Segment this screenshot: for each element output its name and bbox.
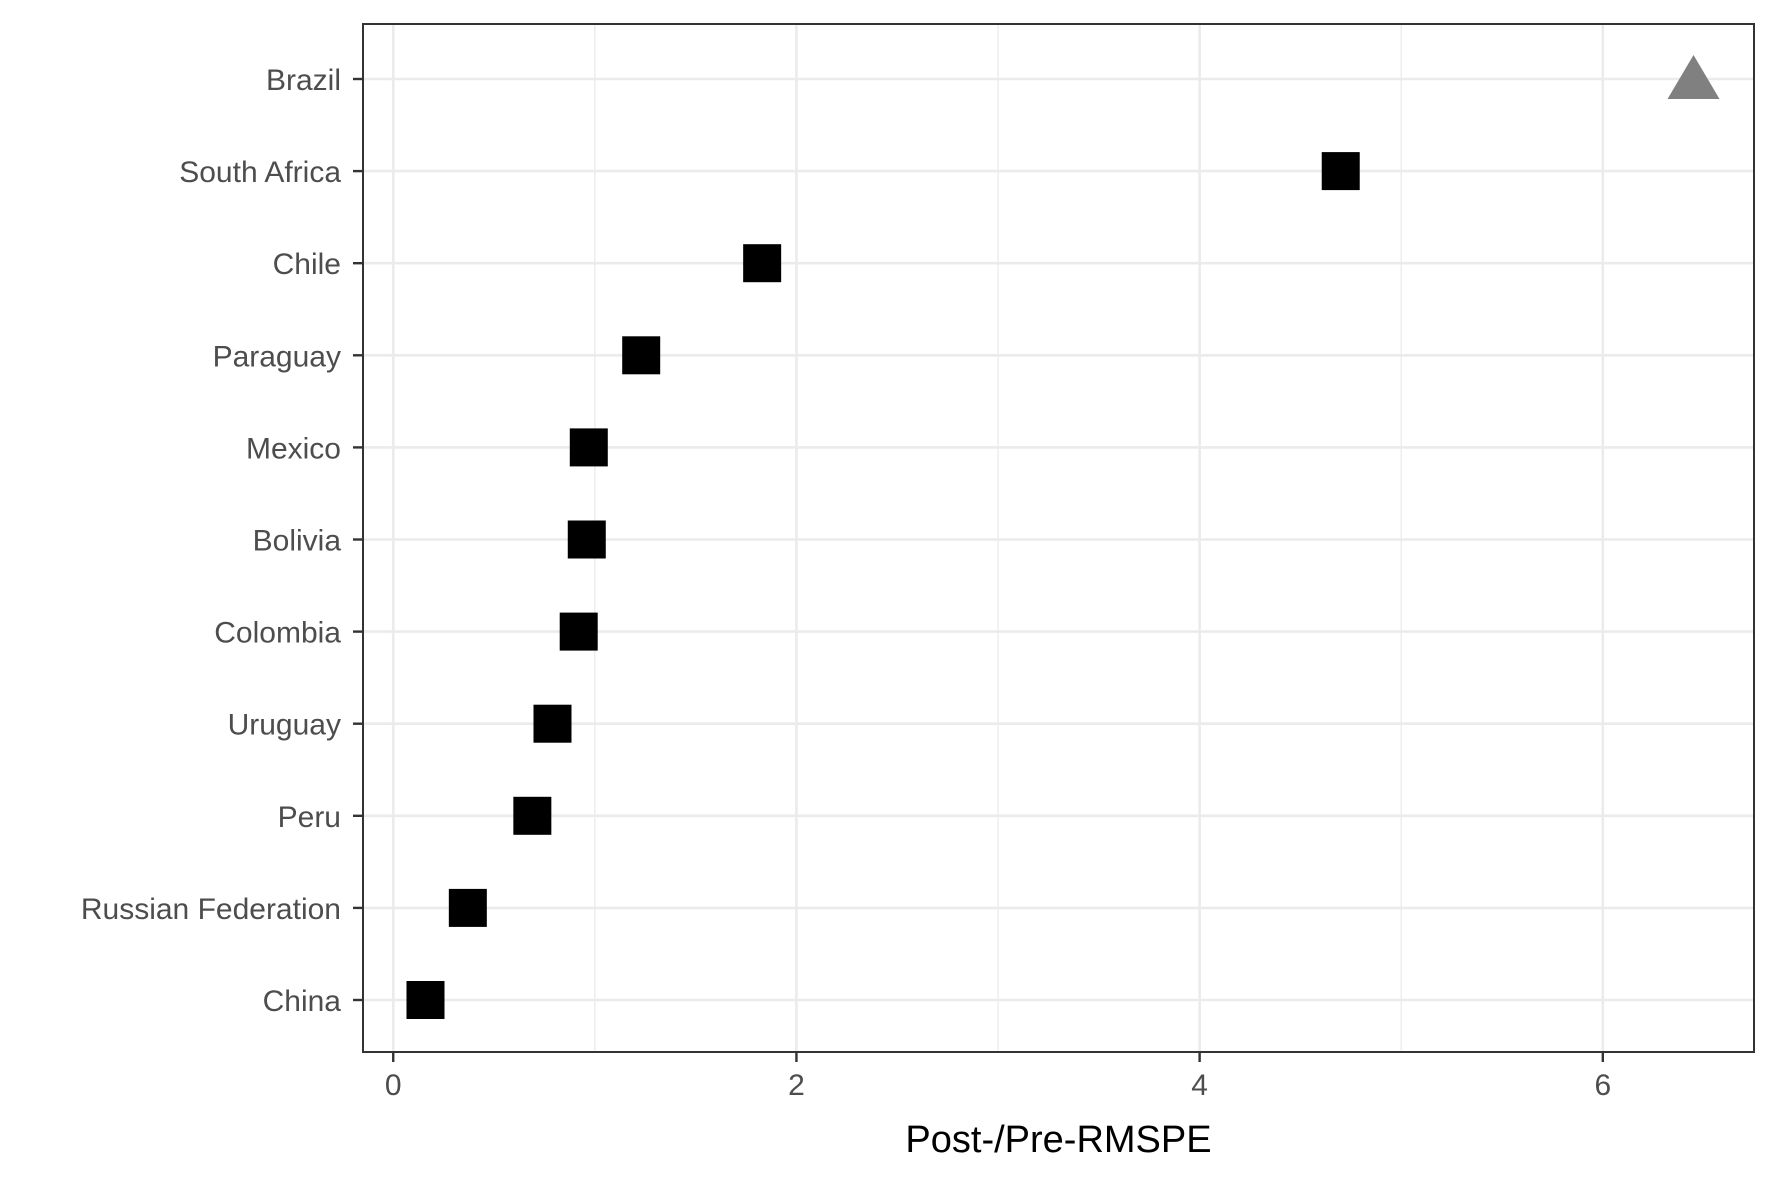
point-paraguay	[622, 336, 661, 375]
y-axis: Brazil South Africa Chile Paraguay Mexico Bol…	[81, 64, 363, 1018]
point-uruguay	[533, 704, 572, 743]
y-tick-label: Russian Federation	[81, 893, 341, 926]
x-tick-label: 6	[1594, 1069, 1611, 1102]
point-chile	[743, 244, 782, 283]
y-tick-label: Colombia	[214, 617, 341, 650]
x-tick-label: 0	[385, 1069, 402, 1102]
y-tick-label: Brazil	[266, 64, 341, 97]
point-bolivia	[567, 520, 606, 559]
y-tick-label: Peru	[278, 801, 341, 834]
y-tick-label: Uruguay	[228, 709, 341, 742]
point-brazil	[1667, 55, 1720, 99]
point-china	[406, 981, 445, 1019]
y-tick-label: China	[263, 985, 342, 1018]
y-tick-label: Bolivia	[253, 525, 342, 558]
y-tick-label: Mexico	[246, 432, 341, 465]
point-south-africa	[1321, 152, 1360, 191]
x-tick-label: 2	[788, 1069, 805, 1102]
major-gridlines	[363, 24, 1754, 1052]
x-axis: 0 2 4 6	[385, 1052, 1611, 1102]
y-tick-label: Paraguay	[213, 340, 341, 373]
data-points	[406, 55, 1720, 1019]
y-tick-label: Chile	[273, 248, 341, 281]
x-tick-label: 4	[1191, 1069, 1208, 1102]
point-colombia	[559, 612, 598, 651]
y-tick-label: South Africa	[179, 156, 341, 189]
point-russian-federation	[448, 888, 487, 927]
point-mexico	[569, 428, 608, 467]
x-axis-title: Post-/Pre-RMSPE	[905, 1119, 1211, 1161]
point-peru	[513, 796, 552, 835]
panel-border	[362, 23, 1755, 1053]
